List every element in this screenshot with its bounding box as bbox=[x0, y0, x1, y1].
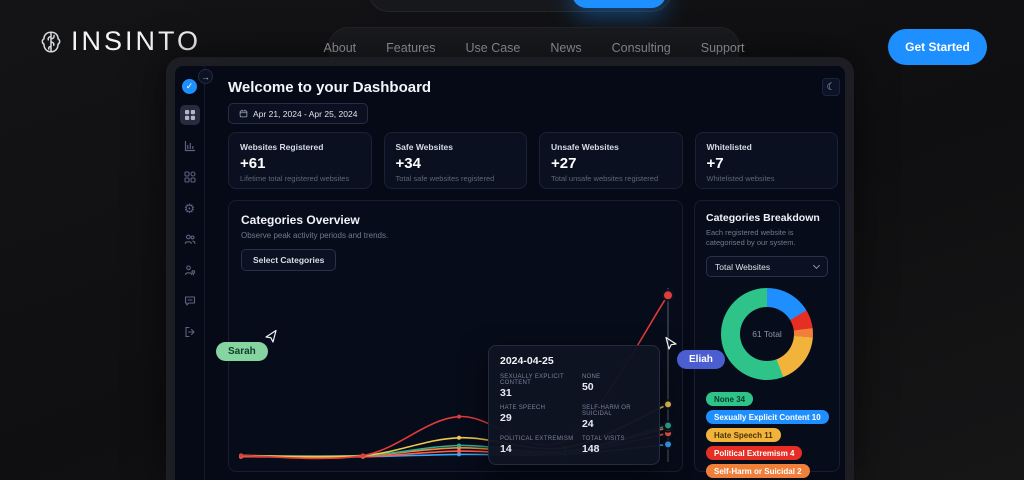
nav-item-consulting[interactable]: Consulting bbox=[611, 40, 671, 55]
date-range-label: Apr 21, 2024 - Apr 25, 2024 bbox=[253, 108, 358, 119]
settings-gear-icon: ⚙ bbox=[183, 200, 196, 216]
nav-item-support[interactable]: Support bbox=[700, 40, 745, 55]
categories-grid-icon bbox=[183, 171, 196, 183]
cursor-eliah: Eliah bbox=[665, 336, 725, 369]
cutoff-search-bar bbox=[368, 0, 672, 12]
donut-chart: 61 Total bbox=[706, 288, 828, 381]
legend-badge[interactable]: Self-Harm or Suicidal 2 bbox=[706, 464, 810, 479]
sidebar: ✓ ⚙ bbox=[175, 66, 205, 480]
sidebar-item-categories[interactable] bbox=[180, 167, 200, 187]
get-started-button[interactable]: Get Started bbox=[888, 29, 987, 65]
sidebar-item-dashboard[interactable] bbox=[179, 105, 200, 125]
sidebar-item-analytics[interactable] bbox=[180, 136, 200, 156]
user-access-icon bbox=[184, 265, 195, 276]
cursor-label: Sarah bbox=[216, 342, 268, 361]
categories-overview-panel: Categories Overview Observe peak activit… bbox=[228, 200, 683, 472]
sidebar-item-logout[interactable] bbox=[180, 322, 200, 342]
stat-card-unsafe-websites: Unsafe Websites +27 Total unsafe websites … bbox=[539, 132, 683, 189]
stat-sub: Lifetime total registered websites bbox=[240, 174, 350, 183]
pointer-icon bbox=[665, 336, 677, 350]
tooltip-entry: Sexually Explicit Content 31 bbox=[500, 374, 564, 399]
sidebar-item-team[interactable] bbox=[180, 229, 200, 249]
donut-center-label: 61 Total bbox=[752, 329, 782, 340]
nav-item-about[interactable]: About bbox=[323, 40, 357, 55]
stat-card-safe-websites: Safe Websites +34 Total safe websites regi… bbox=[383, 132, 527, 189]
tooltip-date: 2024-04-25 bbox=[500, 355, 554, 367]
stat-sub: Total unsafe websites registered bbox=[551, 174, 659, 183]
breakdown-subtitle: Each registered website is categorised b… bbox=[706, 228, 796, 248]
analytics-chart-icon bbox=[184, 140, 195, 152]
brain-icon bbox=[41, 30, 61, 53]
stat-label: Whitelisted bbox=[706, 142, 752, 152]
stat-label: Websites Registered bbox=[240, 142, 324, 152]
sidebar-item-feedback[interactable] bbox=[180, 291, 200, 311]
theme-toggle-button[interactable]: ☾ bbox=[822, 78, 840, 96]
overview-title: Categories Overview bbox=[241, 213, 360, 227]
chevron-down-icon bbox=[812, 261, 821, 269]
date-range-picker[interactable]: Apr 21, 2024 - Apr 25, 2024 bbox=[228, 103, 369, 124]
stat-sub: Total safe websites registered bbox=[395, 174, 495, 183]
legend-badge[interactable]: None 34 bbox=[706, 392, 754, 407]
legend-badge[interactable]: Hate Speech 11 bbox=[706, 428, 781, 443]
stat-label: Unsafe Websites bbox=[551, 142, 619, 152]
logout-icon bbox=[184, 326, 195, 338]
categories-breakdown-panel: Categories Breakdown Each registered web… bbox=[694, 200, 840, 479]
breakdown-title: Categories Breakdown bbox=[706, 212, 820, 224]
stat-card-websites-registered: Websites Registered +61 Lifetime total reg… bbox=[228, 132, 372, 189]
stat-card-whitelisted: Whitelisted +7 Whitelisted websites bbox=[694, 132, 838, 189]
tooltip-entry: Political Extremism 14 bbox=[500, 436, 574, 455]
tooltip-entry: Self-Harm or Suicidal 24 bbox=[581, 405, 631, 430]
tooltip-entry: Hate Speech 29 bbox=[500, 405, 546, 424]
dashboard-grid-icon bbox=[184, 110, 195, 120]
feedback-chat-icon bbox=[184, 296, 195, 306]
dashboard-screen: → ✓ ⚙ bbox=[175, 66, 845, 480]
dropdown-value: Total Websites bbox=[715, 261, 771, 272]
cursor-sarah: Sarah bbox=[216, 329, 277, 361]
site-logo[interactable]: INSINTO bbox=[38, 26, 201, 57]
tooltip-entries: Sexually Explicit Content 31 None 50 Hate Sp… bbox=[500, 374, 648, 455]
stat-cards: Websites Registered +61 Lifetime total reg… bbox=[228, 132, 838, 189]
stat-sub: Whitelisted websites bbox=[706, 174, 775, 183]
arrow-right-icon: → bbox=[201, 71, 210, 82]
tooltip-entry: None 50 bbox=[581, 374, 601, 393]
legend-badge[interactable]: Political Extremism 4 bbox=[706, 446, 803, 461]
legend-badge[interactable]: Sexually Explicit Content 10 bbox=[706, 410, 829, 425]
select-categories-button[interactable]: Select Categories bbox=[241, 249, 337, 271]
logo-text: INSINTO bbox=[71, 26, 202, 56]
cursor-label: Eliah bbox=[677, 350, 725, 369]
nav-item-use-case[interactable]: Use Case bbox=[465, 40, 521, 55]
workspace-check-icon[interactable]: ✓ bbox=[182, 79, 197, 94]
stat-value: +7 bbox=[706, 155, 724, 172]
stat-value: +27 bbox=[551, 155, 577, 172]
calendar-icon bbox=[239, 109, 248, 118]
page-title: Welcome to your Dashboard bbox=[228, 79, 432, 96]
stat-value: +61 bbox=[240, 155, 266, 172]
sidebar-expand-toggle[interactable]: → bbox=[198, 69, 213, 84]
laptop-mockup: → ✓ ⚙ bbox=[166, 57, 854, 480]
chart-tooltip: 2024-04-25 Sexually Explicit Content 31 No… bbox=[488, 345, 660, 465]
stat-label: Safe Websites bbox=[395, 142, 453, 152]
overview-subtitle: Observe peak activity periods and trends… bbox=[241, 231, 389, 240]
cutoff-blue-button[interactable] bbox=[572, 0, 666, 8]
nav-item-news[interactable]: News bbox=[550, 40, 582, 55]
team-users-icon bbox=[184, 234, 195, 245]
pointer-icon bbox=[265, 329, 277, 343]
breakdown-dropdown[interactable]: Total Websites bbox=[706, 256, 828, 278]
stat-value: +34 bbox=[395, 155, 421, 172]
breakdown-legend: None 34 Sexually Explicit Content 10 Hate … bbox=[706, 392, 829, 479]
donut-ring[interactable]: 61 Total bbox=[721, 288, 813, 381]
tooltip-entry: Total Visits 148 bbox=[581, 436, 625, 455]
sidebar-item-settings[interactable]: ⚙ bbox=[180, 198, 200, 218]
sidebar-item-access[interactable] bbox=[180, 260, 200, 280]
moon-icon: ☾ bbox=[826, 81, 836, 93]
nav-item-features[interactable]: Features bbox=[386, 40, 436, 55]
